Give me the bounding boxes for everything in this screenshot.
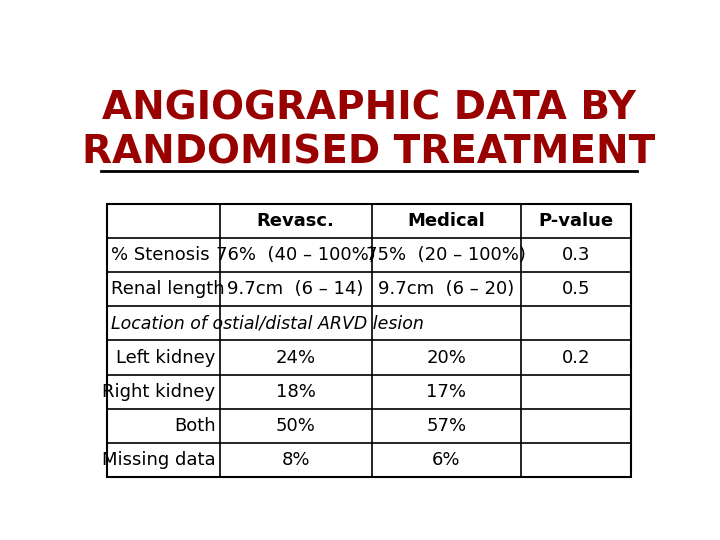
Text: ANGIOGRAPHIC DATA BY: ANGIOGRAPHIC DATA BY xyxy=(102,90,636,127)
Text: Right kidney: Right kidney xyxy=(102,383,215,401)
Bar xyxy=(107,204,631,477)
Text: 0.2: 0.2 xyxy=(562,348,590,367)
Text: Renal length: Renal length xyxy=(111,280,224,298)
Text: P-value: P-value xyxy=(539,212,613,230)
Text: Revasc.: Revasc. xyxy=(256,212,335,230)
Text: 17%: 17% xyxy=(426,383,467,401)
Text: Missing data: Missing data xyxy=(102,451,215,469)
Text: 0.5: 0.5 xyxy=(562,280,590,298)
Text: Location of ostial/distal ARVD lesion: Location of ostial/distal ARVD lesion xyxy=(111,314,423,333)
Text: Medical: Medical xyxy=(408,212,485,230)
Text: 75%  (20 – 100%): 75% (20 – 100%) xyxy=(366,246,526,264)
Text: 76%  (40 – 100%): 76% (40 – 100%) xyxy=(216,246,375,264)
Text: 0.3: 0.3 xyxy=(562,246,590,264)
Text: 9.7cm  (6 – 20): 9.7cm (6 – 20) xyxy=(378,280,515,298)
Text: 9.7cm  (6 – 14): 9.7cm (6 – 14) xyxy=(228,280,364,298)
Text: % Stenosis: % Stenosis xyxy=(111,246,210,264)
Text: 8%: 8% xyxy=(282,451,310,469)
Text: RANDOMISED TREATMENT: RANDOMISED TREATMENT xyxy=(82,133,656,171)
Text: 50%: 50% xyxy=(276,417,315,435)
Text: Left kidney: Left kidney xyxy=(116,348,215,367)
Text: Both: Both xyxy=(174,417,215,435)
Text: 18%: 18% xyxy=(276,383,315,401)
Text: 57%: 57% xyxy=(426,417,467,435)
Text: 20%: 20% xyxy=(426,348,467,367)
Text: 6%: 6% xyxy=(432,451,461,469)
Text: 24%: 24% xyxy=(276,348,315,367)
